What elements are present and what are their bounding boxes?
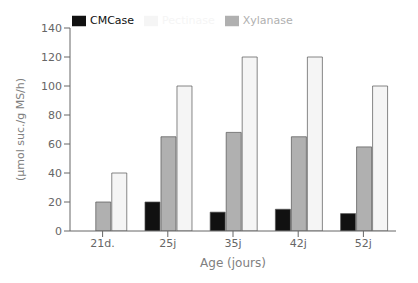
svg-text:60: 60 <box>48 138 62 151</box>
html-text:Pectinase: Pectinase <box>162 14 215 27</box>
svg-text:80: 80 <box>48 109 62 122</box>
svg-text:52j: 52j <box>355 237 372 250</box>
html-text:Xylanase: Xylanase <box>242 14 293 27</box>
svg-text:42j: 42j <box>290 237 307 250</box>
svg-text:40: 40 <box>48 167 62 180</box>
svg-text:140: 140 <box>41 22 62 35</box>
svg-text:21d.: 21d. <box>90 237 114 250</box>
html-text:CMCase: CMCase <box>90 14 135 27</box>
svg-text:25j: 25j <box>159 237 176 250</box>
svg-text:100: 100 <box>41 80 62 93</box>
svg-text:0: 0 <box>55 225 62 238</box>
svg-text:Age (jours): Age (jours) <box>200 256 266 270</box>
svg-text:(µmol suc./g MS/h): (µmol suc./g MS/h) <box>14 78 27 181</box>
svg-text:35j: 35j <box>224 237 241 250</box>
svg-text:120: 120 <box>41 51 62 64</box>
svg-text:20: 20 <box>48 196 62 209</box>
